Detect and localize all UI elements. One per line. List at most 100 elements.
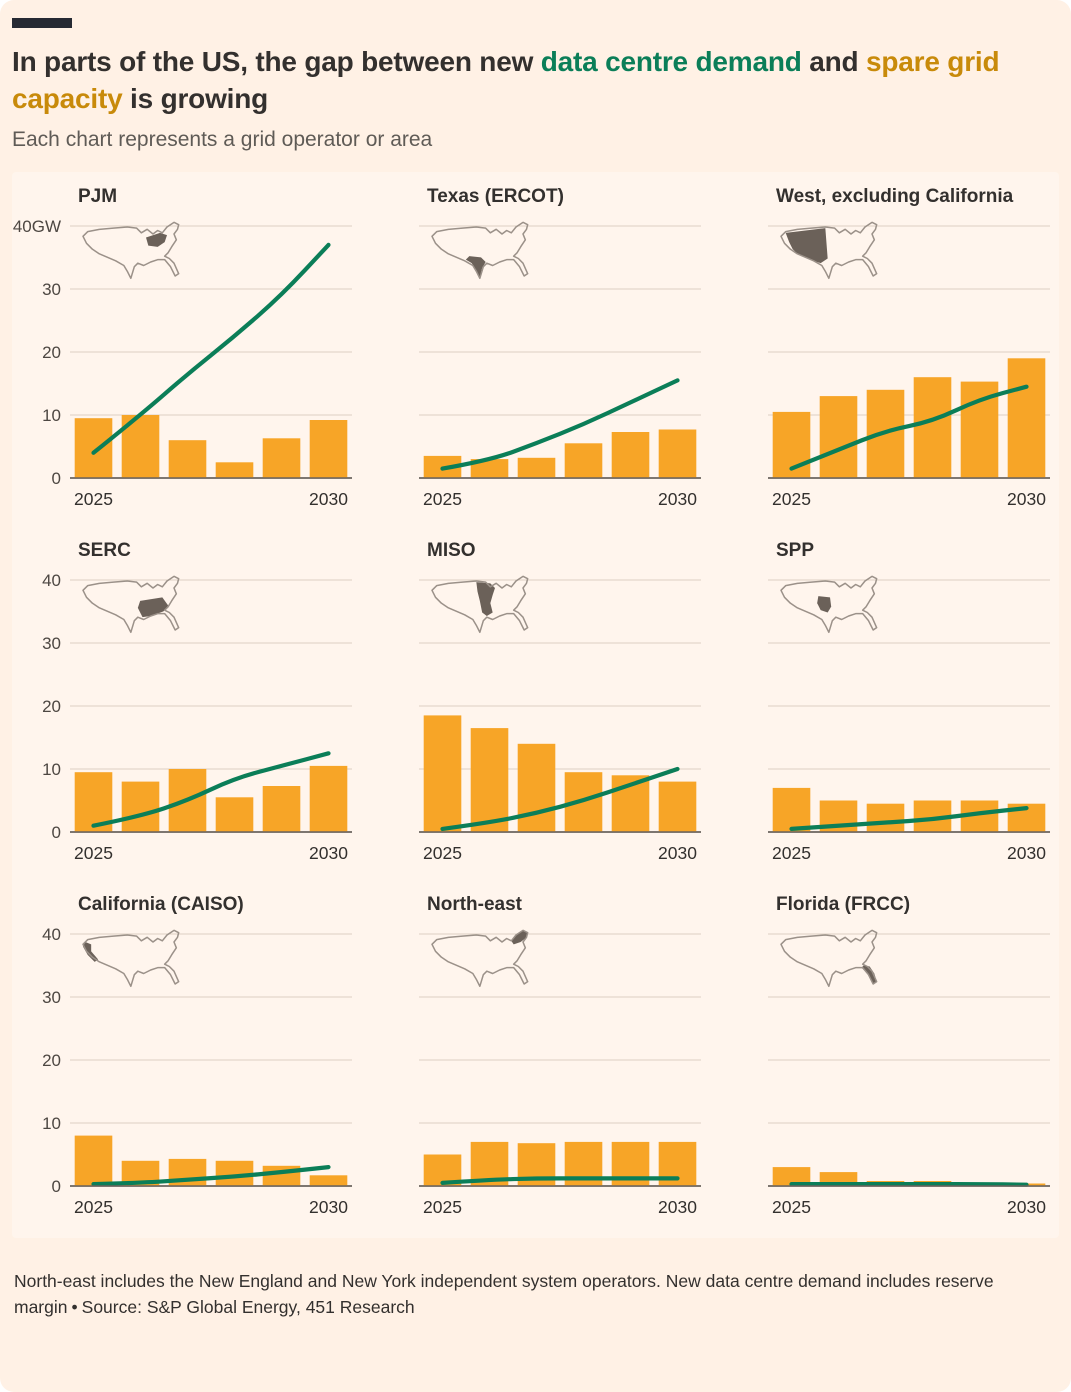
x-tick-label-first: 2025 [423,1197,462,1217]
panel-title: West, excluding California [776,185,1014,207]
x-tick-label-first: 2025 [423,843,462,863]
y-tick-label: 40GW [13,217,61,236]
bar [658,429,697,478]
y-tick-label: 30 [42,634,61,653]
y-tick-label: 40 [42,571,61,590]
x-tick-label-last: 2030 [309,843,348,863]
source-note: North-east includes the New England and … [14,1268,1039,1321]
page-title: In parts of the US, the gap between new … [12,44,1047,118]
x-tick-label-last: 2030 [1007,489,1046,509]
chart-panel: California (CAISO) 0 10 20 30 40 2025 2030 [12,894,361,1224]
y-axis-labels: 0 10 20 30 40 [42,571,61,842]
bar [611,431,650,478]
panel-title: California (CAISO) [78,893,244,915]
us-outline [780,575,878,633]
bar [1007,358,1046,478]
bar-line-chart: 2025 2030 [768,225,1050,509]
spare-capacity-bars [74,765,348,833]
title-part-dark: is growing [122,82,269,114]
panel-title: North-east [427,893,523,915]
title-part-dark: and [801,46,867,77]
bar [772,1167,811,1186]
bar [819,396,858,478]
demand-line [440,1176,680,1185]
chart-panel: SERC 0 10 20 30 40 2025 2030 [12,540,361,870]
highlighted-region [146,232,167,247]
highlighted-region [785,228,828,264]
demand-line [440,378,680,471]
chart-panel: North-east 2025 2030 [361,894,710,1224]
panel-title: Texas (ERCOT) [427,185,564,207]
footnote-text: North-east includes the New England and … [14,1270,994,1318]
panel-body: 2025 2030 [361,210,710,516]
bar-line-chart: 2025 2030 [419,579,701,863]
us-region-map-icon [431,575,529,633]
y-tick-label: 10 [42,760,61,779]
chart-panel: MISO 2025 2030 [361,540,710,870]
spare-capacity-bars [74,414,348,479]
y-tick-label: 0 [52,469,61,488]
demand-line [789,805,1029,831]
bar [309,765,348,832]
chart-panel: PJM 0 10 20 30 40GW 2025 2030 [12,186,361,516]
panel-body: 0 10 20 30 40GW 2025 2030 [12,210,361,516]
bar-line-chart: 2025 2030 [419,225,701,509]
x-tick-label-first: 2025 [74,489,113,509]
title-part-dark: In parts of the US, the gap between new [12,46,541,77]
us-outline [780,929,878,987]
us-region-map-icon [82,575,180,633]
panel-title: SPP [776,539,815,561]
panel-body: 2025 2030 [710,210,1059,516]
source-text: Source: S&P Global Energy, 451 Research [81,1297,415,1318]
demand-line [91,242,331,455]
spare-capacity-bars [423,715,697,833]
us-region-map-icon [780,575,878,633]
bar [309,419,348,478]
y-tick-label: 10 [42,1114,61,1133]
panel-body: 0 10 20 30 40 2025 2030 [12,918,361,1224]
bar [913,377,952,478]
us-region-map-icon [431,929,529,987]
y-axis-labels: 0 10 20 30 40 [42,925,61,1196]
bar [262,438,301,478]
us-outline [431,929,529,987]
bar [423,715,462,832]
x-tick-label-last: 2030 [658,489,697,509]
panel-body: 2025 2030 [361,564,710,870]
highlighted-region [817,596,832,613]
bar [215,462,254,479]
highlighted-region [137,597,169,618]
bar [517,457,556,478]
demand-line [91,1164,331,1187]
x-tick-label-last: 2030 [658,1197,697,1217]
panel-title: Florida (FRCC) [776,893,911,915]
bar [168,440,207,478]
x-tick-label-last: 2030 [658,843,697,863]
us-outline [82,575,180,633]
bar [517,743,556,832]
spare-capacity-bars [772,358,1046,478]
us-region-map-icon [780,929,878,987]
panel-body: 2025 2030 [361,918,710,1224]
x-tick-label-last: 2030 [309,489,348,509]
bar-line-chart: 2025 2030 [768,579,1050,863]
bar [866,803,905,832]
us-outline [780,221,878,279]
brand-bar [12,18,72,28]
us-region-map-icon [82,221,180,279]
bar-line-chart: 2025 2030 [419,933,701,1217]
y-tick-label: 30 [42,988,61,1007]
y-axis-labels: 0 10 20 30 40GW [13,217,61,488]
gridlines [419,579,701,833]
demand-line [789,1181,1029,1187]
x-tick-label-first: 2025 [772,1197,811,1217]
y-tick-label: 0 [52,1177,61,1196]
x-tick-label-first: 2025 [74,1197,113,1217]
demand-line [440,766,680,831]
demand-line [91,751,331,828]
highlighted-region [476,582,495,616]
small-multiples-grid: PJM 0 10 20 30 40GW 2025 2030 Texas (ERCOT) 20… [12,171,1059,1238]
bar [74,418,113,479]
